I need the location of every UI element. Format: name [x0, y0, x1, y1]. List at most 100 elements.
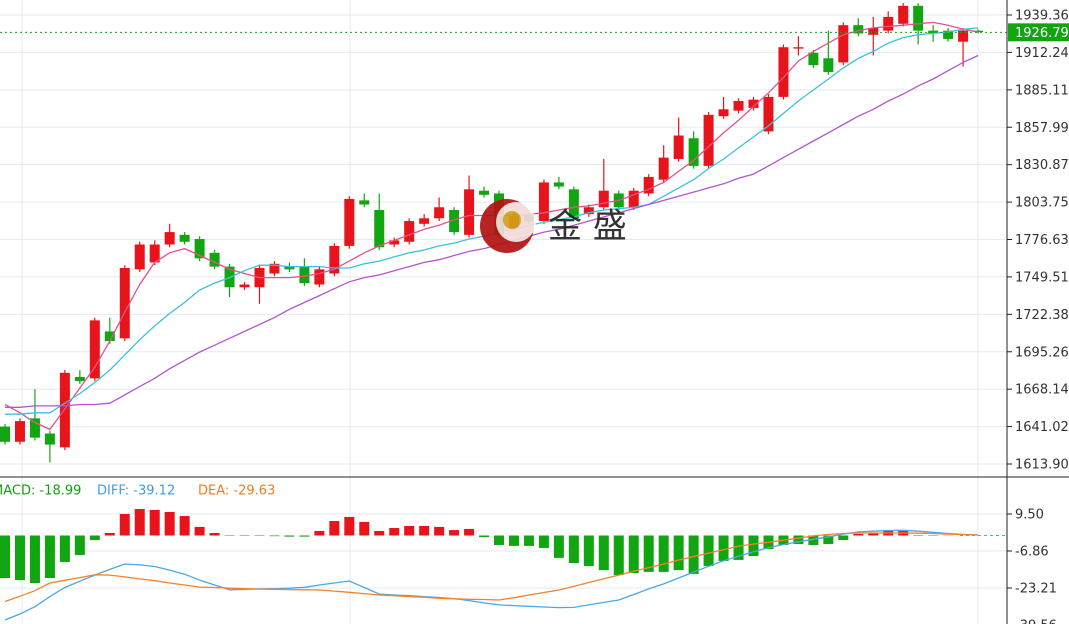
y-tick-label: 1912.24 — [1015, 46, 1069, 61]
histogram-bar — [419, 525, 430, 536]
watermark-text: 金 盛 — [548, 207, 627, 247]
candle-body — [583, 207, 594, 215]
histogram-bar — [733, 535, 744, 560]
histogram-bar — [853, 533, 864, 536]
candle-body — [928, 30, 939, 34]
candle-body — [89, 320, 100, 379]
line-series — [4, 532, 979, 603]
y-tick-label: 1776.63 — [1015, 233, 1069, 248]
watermark: 金 盛 — [480, 199, 627, 253]
candle-body — [718, 109, 729, 117]
histogram-bar — [149, 509, 160, 536]
candle-body — [44, 433, 55, 445]
y-tick-label: 1749.51 — [1015, 270, 1069, 285]
candle-body — [943, 30, 954, 39]
legend-entry: MACD: -18.99 — [0, 484, 81, 499]
candle-body — [553, 182, 564, 187]
histogram-bar — [838, 535, 849, 541]
candle-body — [883, 16, 894, 31]
candle-body — [538, 182, 549, 222]
candle-body — [194, 238, 205, 259]
histogram-bar — [808, 535, 819, 545]
line-series — [4, 529, 979, 621]
candle-body — [898, 5, 909, 24]
candle-body — [134, 244, 145, 270]
y-tick-label: -23.21 — [1015, 581, 1057, 596]
histogram-bar — [434, 526, 445, 536]
y-tick-label: 1722.38 — [1015, 308, 1069, 323]
histogram-bar — [314, 530, 325, 536]
histogram-bar — [538, 535, 549, 548]
logo — [503, 211, 521, 229]
candle-body — [958, 30, 969, 42]
histogram-bar — [59, 535, 70, 562]
candle-body — [329, 245, 340, 274]
y-tick-label: 1803.75 — [1015, 196, 1069, 211]
candle-body — [449, 210, 460, 233]
histogram-bar — [299, 535, 310, 537]
histogram-bar — [494, 535, 505, 545]
candle-body — [374, 210, 385, 248]
histogram-bar — [868, 533, 879, 536]
histogram-bar — [164, 511, 175, 536]
histogram-bar — [179, 516, 190, 536]
histogram-bar — [523, 535, 534, 546]
candle-body — [793, 47, 804, 49]
histogram-bar — [479, 535, 490, 538]
histogram-bar — [209, 533, 220, 536]
histogram-bar — [628, 535, 639, 574]
y-tick-label: 9.50 — [1015, 508, 1044, 523]
candle-body — [733, 101, 744, 111]
histogram-bar — [0, 535, 10, 579]
histogram-bar — [359, 521, 370, 536]
candle-body — [913, 5, 924, 31]
candle-body — [269, 263, 280, 274]
candle-body — [59, 372, 70, 448]
histogram-bar — [718, 535, 729, 562]
y-tick-label: -39.56 — [1015, 618, 1057, 624]
candle-body — [0, 426, 10, 442]
candle-body — [763, 96, 774, 132]
candle-body — [314, 269, 325, 285]
candle-body — [673, 135, 684, 159]
candle-body — [239, 284, 250, 288]
candle-body — [853, 25, 864, 34]
candle-body — [404, 221, 415, 242]
histogram-bar — [688, 535, 699, 574]
candle-body — [299, 266, 310, 284]
candle-body — [598, 190, 609, 208]
histogram-bar — [464, 528, 475, 536]
histogram-bar — [44, 535, 55, 579]
candle-body — [778, 47, 789, 97]
histogram-bar — [269, 535, 280, 537]
candle-body — [104, 331, 115, 342]
candle-body — [419, 218, 430, 224]
candle-body — [643, 176, 654, 194]
y-tick-label: 1857.99 — [1015, 121, 1069, 136]
histogram-bar — [583, 535, 594, 567]
candle-body — [434, 207, 445, 219]
candle-body — [119, 267, 130, 339]
candle-body — [628, 190, 639, 208]
legend-entry: DIFF: -39.12 — [97, 484, 175, 499]
histogram-bar — [823, 535, 834, 545]
histogram-bar — [119, 514, 130, 536]
histogram-bar — [14, 535, 25, 581]
plot-layers: 1939.36 1912.24 1885.11 1857.99 1830.87 1803.… — [0, 3, 1069, 624]
histogram-bar — [553, 535, 564, 558]
histogram-bar — [673, 535, 684, 571]
candle-body — [688, 138, 699, 166]
y-tick-label: 1885.11 — [1015, 83, 1069, 98]
candle-body — [74, 376, 85, 382]
histogram-bar — [104, 533, 115, 536]
y-tick-label: 1939.36 — [1015, 8, 1069, 23]
histogram-bar — [194, 526, 205, 536]
last-price-label: 1926.79 — [1015, 26, 1069, 41]
candle-body — [149, 244, 160, 263]
histogram-bar — [703, 535, 714, 567]
candle-body — [344, 198, 355, 246]
histogram-bar — [748, 535, 759, 557]
candle-body — [748, 99, 759, 108]
candle-body — [179, 234, 190, 242]
